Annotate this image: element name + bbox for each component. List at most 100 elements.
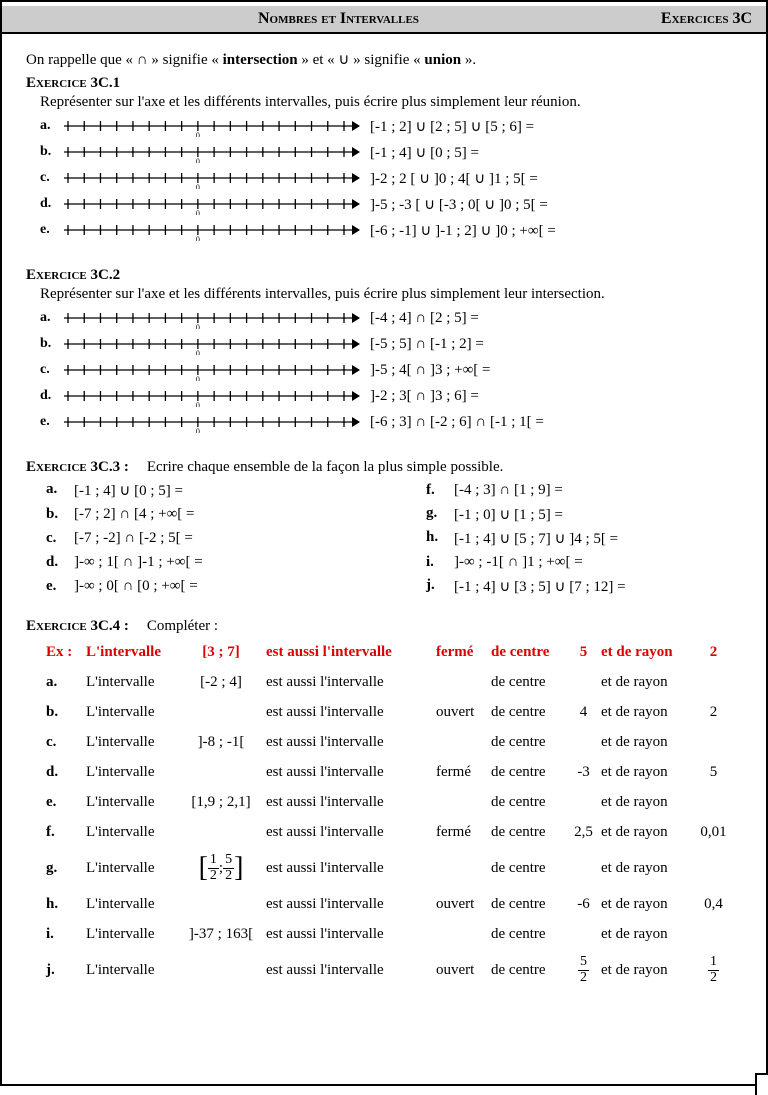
ex4-row: b.L'intervalleest aussi l'intervalleouve… xyxy=(46,697,742,727)
axis-row: a.0[-4 ; 4] ∩ [2 ; 5] = xyxy=(40,305,742,331)
ex4-row: c.L'intervalle]-8 ; -1[est aussi l'inter… xyxy=(46,727,742,757)
cell: et de rayon xyxy=(601,896,696,913)
ex3-row: b.[-7 ; 2] ∩ [4 ; +∞[ =g.[-1 ; 0] ∪ [1 ;… xyxy=(46,502,742,526)
item-label: d. xyxy=(40,196,62,212)
number-line-icon: 0 xyxy=(62,193,362,215)
cell: et de rayon xyxy=(601,962,696,979)
cell: et de rayon xyxy=(601,674,696,691)
page: Nombres et Intervalles Exercices 3C On r… xyxy=(0,0,768,1086)
cell: est aussi l'intervalle xyxy=(266,860,436,877)
cell: de centre xyxy=(491,644,566,661)
cell: 2 xyxy=(696,704,731,721)
cell: L'intervalle xyxy=(86,764,176,781)
ex1-title: Exercice 3C.1 xyxy=(26,75,742,92)
svg-text:0: 0 xyxy=(196,131,200,137)
item-expression: ]-∞ ; 0[ ∩ [0 ; +∞[ = xyxy=(74,578,198,595)
axis-row: b. 0 [-1 ; 4] ∪ [0 ; 5] = xyxy=(40,139,742,165)
item-expression: ]-2 ; 3[ ∩ ]3 ; 6] = xyxy=(370,388,479,405)
number-line-icon: 0 xyxy=(62,115,362,137)
cell: est aussi l'intervalle xyxy=(266,824,436,841)
number-line-icon: 0 xyxy=(62,307,362,329)
item-label: b. xyxy=(40,144,62,160)
cell: et de rayon xyxy=(601,794,696,811)
axis-row: e.0[-6 ; 3] ∩ [-2 ; 6] ∩ [-1 ; 1[ = xyxy=(40,409,742,435)
svg-text:0: 0 xyxy=(196,323,200,329)
cell: est aussi l'intervalle xyxy=(266,794,436,811)
cell: fermé xyxy=(436,824,491,841)
cell: L'intervalle xyxy=(86,824,176,841)
cell: b. xyxy=(46,704,86,721)
axis-row: d.0 ]-2 ; 3[ ∩ ]3 ; 6] = xyxy=(40,383,742,409)
axis-row: c.0]-5 ; 4[ ∩ ]3 ; +∞[ = xyxy=(40,357,742,383)
item-expression: [-6 ; -1] ∪ ]-1 ; 2] ∪ ]0 ; +∞[ = xyxy=(370,221,556,240)
number-line-icon: 0 xyxy=(62,167,362,189)
axis-row: a.0[-1 ; 2] ∪ [2 ; 5] ∪ [5 ; 6] = xyxy=(40,113,742,139)
ex3-row: c.[-7 ; -2] ∩ [-2 ; 5[ =h.[-1 ; 4] ∪ [5 … xyxy=(46,526,742,550)
ex4-row: d.L'intervalleest aussi l'intervalleferm… xyxy=(46,757,742,787)
item-expression: [-6 ; 3] ∩ [-2 ; 6] ∩ [-1 ; 1[ = xyxy=(370,414,544,431)
ex3-rows: a.[-1 ; 4] ∪ [0 ; 5] =f.[-4 ; 3] ∩ [1 ; … xyxy=(26,478,742,598)
cell: [1,9 ; 2,1] xyxy=(176,794,266,811)
axis-row: c.0]-2 ; 2 [ ∪ ]0 ; 4[ ∪ ]1 ; 5[ = xyxy=(40,165,742,191)
number-line-icon: 0 xyxy=(62,359,362,381)
cell: 12 xyxy=(696,955,731,985)
svg-text:0: 0 xyxy=(196,235,200,241)
svg-text:0: 0 xyxy=(196,375,200,381)
ex4-desc: Compléter : xyxy=(147,618,218,635)
item-expression: ]-5 ; -3 [ ∪ [-3 ; 0[ ∪ ]0 ; 5[ = xyxy=(370,195,548,214)
cell: de centre xyxy=(491,794,566,811)
cell: ouvert xyxy=(436,896,491,913)
number-line-icon: 0 xyxy=(62,385,362,407)
item-expression: [-1 ; 0] ∪ [1 ; 5] = xyxy=(454,505,563,524)
cell: L'intervalle xyxy=(86,794,176,811)
cell: j. xyxy=(46,962,86,979)
cell: et de rayon xyxy=(601,734,696,751)
cell: Ex : xyxy=(46,644,86,661)
ex2-rows: a.0[-4 ; 4] ∩ [2 ; 5] =b.0[-5 ; 5] ∩ [-1… xyxy=(26,305,742,435)
cell: de centre xyxy=(491,764,566,781)
item-label: j. xyxy=(426,577,454,596)
item-expression: [-1 ; 4] ∪ [5 ; 7] ∪ ]4 ; 5[ = xyxy=(454,529,618,548)
cell: L'intervalle xyxy=(86,734,176,751)
content: On rappelle que « ∩ » signifie « interse… xyxy=(2,34,766,1011)
ex2-desc: Représenter sur l'axe et les différents … xyxy=(40,286,742,303)
ex4-title: Exercice 3C.4 : xyxy=(26,618,129,635)
cell: 2,5 xyxy=(566,824,601,841)
svg-text:0: 0 xyxy=(196,349,200,355)
svg-text:0: 0 xyxy=(196,209,200,215)
svg-text:0: 0 xyxy=(196,157,200,163)
cell: h. xyxy=(46,896,86,913)
cell: 5 xyxy=(696,764,731,781)
cell: [3 ; 7] xyxy=(176,644,266,661)
cell: f. xyxy=(46,824,86,841)
item-expression: [-1 ; 4] ∪ [3 ; 5] ∪ [7 ; 12] = xyxy=(454,577,626,596)
cell: de centre xyxy=(491,734,566,751)
axis-row: b.0[-5 ; 5] ∩ [-1 ; 2] = xyxy=(40,331,742,357)
ex2-title: Exercice 3C.2 xyxy=(26,267,742,284)
cell: et de rayon xyxy=(601,764,696,781)
cell: de centre xyxy=(491,926,566,943)
cell: est aussi l'intervalle xyxy=(266,764,436,781)
cell: L'intervalle xyxy=(86,674,176,691)
item-label: d. xyxy=(40,388,62,404)
ex4-row: e.L'intervalle[1,9 ; 2,1]est aussi l'int… xyxy=(46,787,742,817)
cell: et de rayon xyxy=(601,704,696,721)
cell: L'intervalle xyxy=(86,896,176,913)
cell: i. xyxy=(46,926,86,943)
cell: 4 xyxy=(566,704,601,721)
item-expression: [-1 ; 4] ∪ [0 ; 5] = xyxy=(370,143,479,162)
cell: fermé xyxy=(436,644,491,661)
ex3-title: Exercice 3C.3 : xyxy=(26,459,129,476)
cell: e. xyxy=(46,794,86,811)
item-expression: [-4 ; 4] ∩ [2 ; 5] = xyxy=(370,310,479,327)
cell: [12;52] xyxy=(176,853,266,883)
cell: L'intervalle xyxy=(86,926,176,943)
cell: -3 xyxy=(566,764,601,781)
cell: L'intervalle xyxy=(86,962,176,979)
item-label: i. xyxy=(426,554,454,571)
cell: ouvert xyxy=(436,704,491,721)
item-label: h. xyxy=(426,529,454,548)
item-label: e. xyxy=(46,578,74,595)
ex1-rows: a.0[-1 ; 2] ∪ [2 ; 5] ∪ [5 ; 6] =b.0[-1 … xyxy=(26,113,742,243)
cell: de centre xyxy=(491,824,566,841)
